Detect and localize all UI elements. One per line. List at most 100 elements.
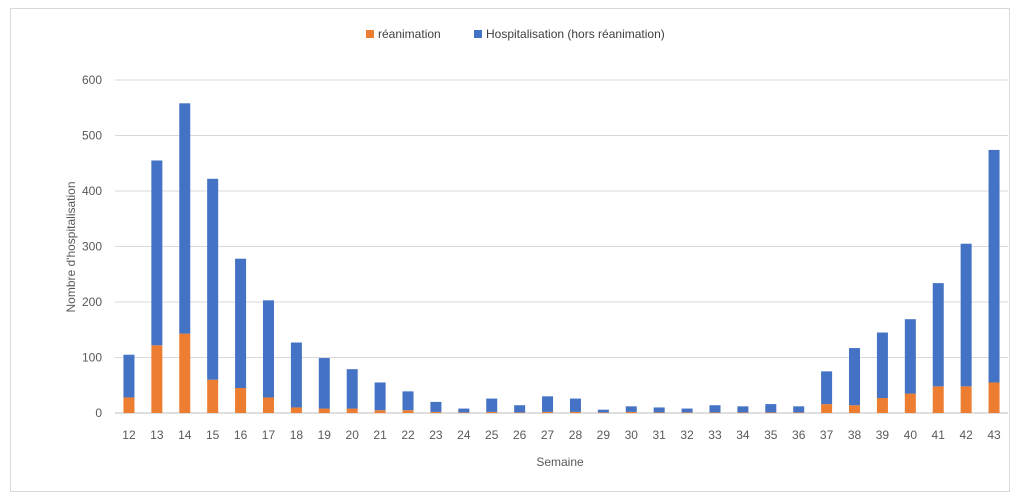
bar-reanimation-30 [625, 411, 637, 413]
x-tick-label: 23 [429, 428, 443, 442]
bar-hospitalisation-22 [402, 391, 414, 411]
x-axis-title: Semaine [536, 455, 584, 469]
x-tick-label: 27 [541, 428, 555, 442]
x-tick-label: 20 [346, 428, 360, 442]
bar-hospitalisation-12 [123, 354, 135, 398]
bar-reanimation-39 [876, 398, 888, 413]
bar-reanimation-16 [235, 388, 247, 413]
x-tick-label: 18 [290, 428, 304, 442]
legend: réanimation Hospitalisation (hors réanim… [366, 27, 665, 41]
legend-label-reanimation: réanimation [378, 27, 441, 41]
legend-label-hospitalisation: Hospitalisation (hors réanimation) [486, 27, 665, 41]
bar-reanimation-31 [653, 412, 665, 413]
bar-reanimation-22 [402, 410, 414, 413]
x-tick-label: 13 [150, 428, 164, 442]
y-tick-label: 500 [82, 129, 102, 143]
bar-reanimation-29 [597, 412, 609, 413]
bar-hospitalisation-38 [849, 348, 861, 406]
x-tick-label: 33 [708, 428, 722, 442]
x-tick-label: 21 [373, 428, 387, 442]
x-tick-label: 31 [652, 428, 666, 442]
x-tick-label: 12 [122, 428, 136, 442]
bar-hospitalisation-20 [346, 369, 358, 409]
bar-reanimation-14 [179, 333, 191, 413]
bar-hospitalisation-21 [374, 382, 386, 411]
bar-hospitalisation-17 [262, 300, 274, 398]
bar-reanimation-35 [765, 412, 777, 413]
gridlines [115, 79, 1008, 414]
bar-hospitalisation-40 [904, 319, 916, 394]
bar-reanimation-38 [849, 405, 861, 413]
y-tick-labels: 0 100 200 300 400 500 600 [82, 73, 102, 420]
bar-hospitalisation-31 [653, 407, 665, 413]
bar-reanimation-41 [932, 386, 944, 413]
x-tick-label: 17 [262, 428, 276, 442]
bar-hospitalisation-42 [960, 243, 972, 387]
bar-reanimation-34 [737, 412, 749, 413]
x-tick-label: 34 [736, 428, 750, 442]
x-tick-label: 19 [318, 428, 332, 442]
x-tick-label: 15 [206, 428, 220, 442]
legend-swatch-hospitalisation [474, 30, 482, 38]
bar-reanimation-17 [262, 397, 274, 413]
x-tick-label: 30 [625, 428, 639, 442]
x-tick-label: 29 [597, 428, 611, 442]
x-tick-label: 40 [904, 428, 918, 442]
bar-hospitalisation-26 [514, 405, 526, 413]
bar-reanimation-19 [318, 408, 330, 413]
bar-reanimation-37 [821, 404, 833, 413]
x-tick-label: 42 [959, 428, 973, 442]
bar-reanimation-28 [569, 411, 581, 413]
bar-hospitalisation-14 [179, 103, 191, 334]
x-tick-label: 26 [513, 428, 527, 442]
y-tick-label: 0 [95, 406, 102, 420]
bars [123, 103, 1000, 413]
chart-frame [10, 8, 1010, 492]
bar-hospitalisation-16 [235, 258, 247, 389]
bar-hospitalisation-43 [988, 149, 1000, 383]
bar-reanimation-43 [988, 382, 1000, 413]
bar-hospitalisation-33 [709, 405, 721, 413]
x-tick-label: 35 [764, 428, 778, 442]
x-tick-label: 24 [457, 428, 471, 442]
legend-swatch-reanimation [366, 30, 374, 38]
bar-hospitalisation-37 [821, 371, 833, 405]
y-tick-label: 600 [82, 73, 102, 87]
x-tick-label: 36 [792, 428, 806, 442]
bar-hospitalisation-18 [290, 342, 302, 408]
bar-hospitalisation-23 [430, 401, 442, 412]
x-tick-label: 43 [987, 428, 1001, 442]
bar-reanimation-36 [793, 412, 805, 413]
x-tick-label: 37 [820, 428, 834, 442]
x-tick-labels: 12 13 14 15 16 17 18 19 20 21 22 23 24 25 26 27 28 29 30 31… [122, 428, 1001, 442]
bar-hospitalisation-19 [318, 358, 330, 409]
x-tick-label: 28 [569, 428, 583, 442]
y-axis-title: Nombre d'hospitalisation [64, 181, 78, 312]
bar-hospitalisation-13 [151, 160, 163, 346]
bar-hospitalisation-27 [542, 396, 554, 412]
bar-hospitalisation-24 [458, 408, 470, 413]
bar-reanimation-33 [709, 412, 721, 413]
y-tick-label: 100 [82, 351, 102, 365]
bar-hospitalisation-25 [486, 398, 498, 412]
x-tick-label: 41 [932, 428, 946, 442]
bar-reanimation-20 [346, 408, 358, 413]
bar-hospitalisation-30 [625, 406, 637, 412]
bar-reanimation-26 [514, 412, 526, 413]
bar-reanimation-23 [430, 411, 442, 413]
bar-reanimation-42 [960, 386, 972, 413]
x-tick-label: 32 [680, 428, 694, 442]
bar-hospitalisation-41 [932, 283, 944, 387]
bar-reanimation-21 [374, 410, 386, 413]
y-tick-label: 400 [82, 184, 102, 198]
x-tick-label: 39 [876, 428, 890, 442]
bar-hospitalisation-29 [597, 409, 609, 413]
y-tick-label: 200 [82, 295, 102, 309]
bar-reanimation-12 [123, 397, 135, 413]
x-tick-label: 25 [485, 428, 499, 442]
y-tick-label: 300 [82, 240, 102, 254]
bar-reanimation-18 [290, 407, 302, 413]
bar-reanimation-40 [904, 393, 916, 413]
bar-reanimation-15 [207, 379, 219, 413]
x-tick-label: 16 [234, 428, 248, 442]
